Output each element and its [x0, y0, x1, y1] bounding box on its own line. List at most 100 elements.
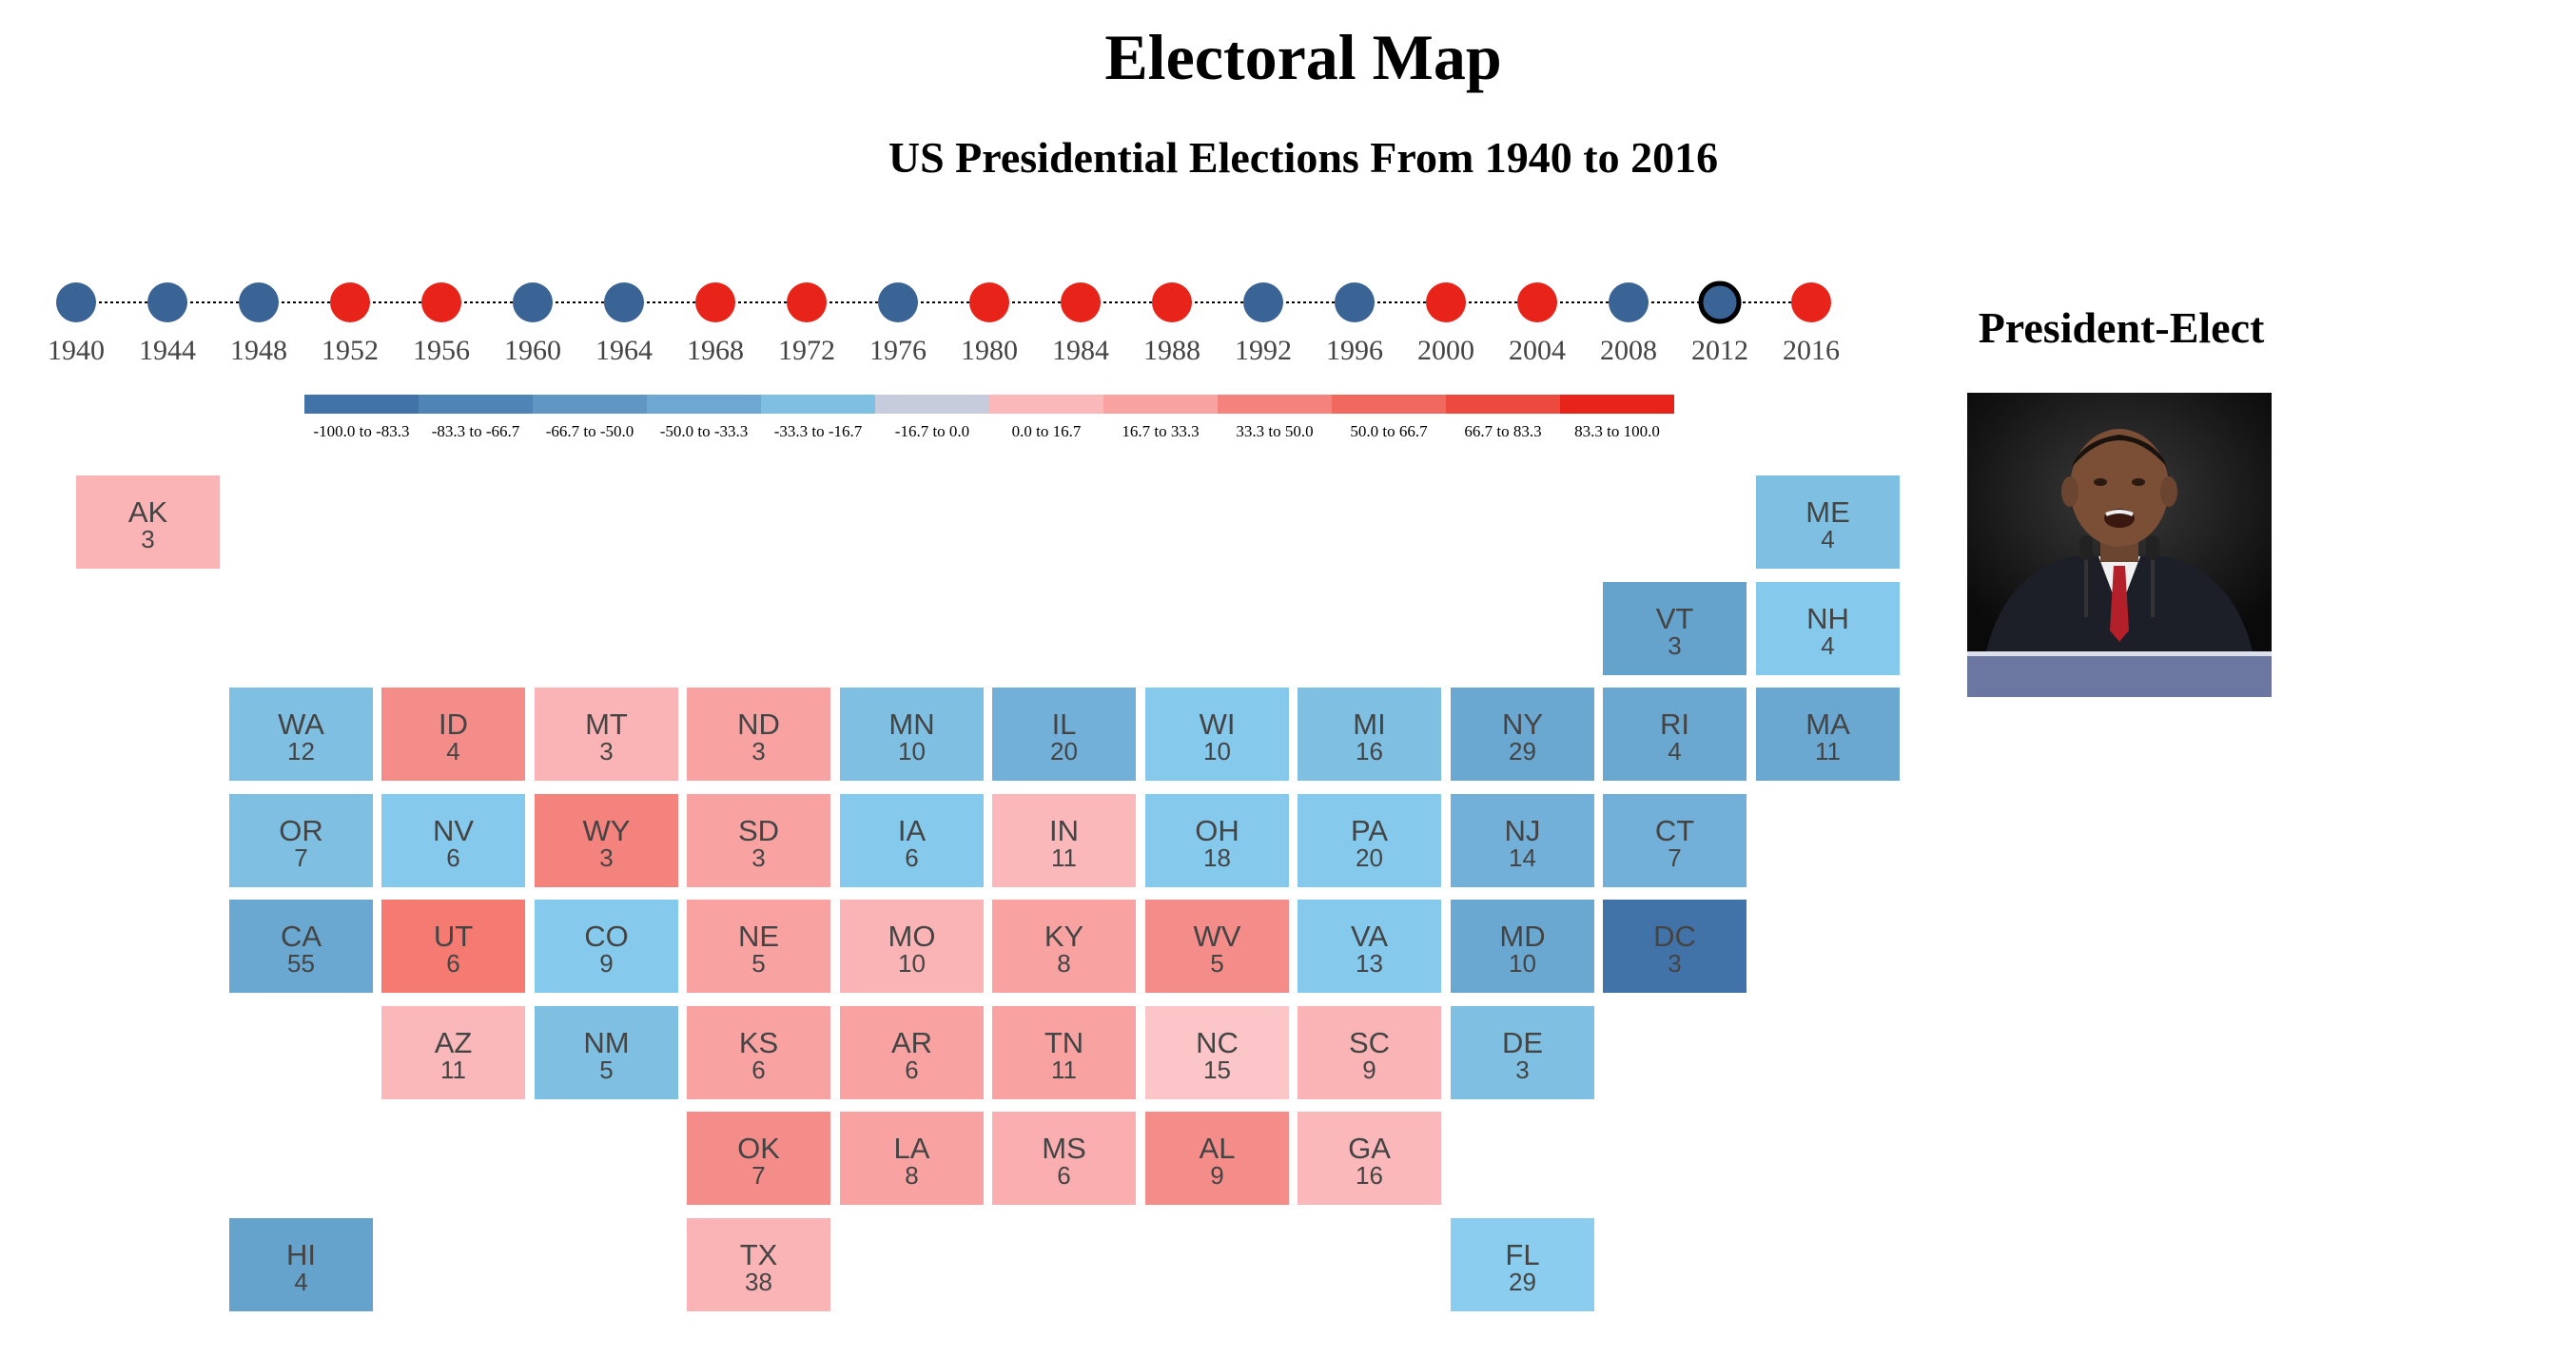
state-tile-ri[interactable]: RI 4 — [1603, 688, 1747, 781]
state-tile-wa[interactable]: WA 12 — [229, 688, 373, 781]
year-dot-1940[interactable] — [56, 282, 96, 322]
state-tile-co[interactable]: CO 9 — [535, 900, 678, 993]
year-dot-1980[interactable] — [969, 282, 1009, 322]
state-electoral-votes: 4 — [1668, 737, 1682, 766]
state-abbr: WY — [582, 814, 631, 847]
year-label-1952[interactable]: 1952 — [322, 335, 379, 366]
state-tile-va[interactable]: VA 13 — [1298, 900, 1441, 993]
state-tile-in[interactable]: IN 11 — [992, 794, 1136, 887]
year-label-2000[interactable]: 2000 — [1417, 335, 1474, 366]
year-dot-1944[interactable] — [147, 282, 187, 322]
state-tile-dc[interactable]: DC 3 — [1603, 900, 1747, 993]
year-label-1964[interactable]: 1964 — [595, 335, 653, 366]
year-dot-1976[interactable] — [878, 282, 918, 322]
state-tile-nc[interactable]: NC 15 — [1145, 1006, 1289, 1099]
state-tile-nm[interactable]: NM 5 — [535, 1006, 678, 1099]
year-dot-1988[interactable] — [1152, 282, 1192, 322]
state-tile-pa[interactable]: PA 20 — [1298, 794, 1441, 887]
state-tile-ky[interactable]: KY 8 — [992, 900, 1136, 993]
year-dot-2016[interactable] — [1791, 282, 1831, 322]
year-label-1992[interactable]: 1992 — [1235, 335, 1292, 366]
state-tile-ca[interactable]: CA 55 — [229, 900, 373, 993]
state-abbr: MA — [1805, 708, 1850, 741]
year-dot-1952[interactable] — [330, 282, 370, 322]
state-tile-oh[interactable]: OH 18 — [1145, 794, 1289, 887]
state-tile-nd[interactable]: ND 3 — [687, 688, 830, 781]
state-tile-nv[interactable]: NV 6 — [381, 794, 525, 887]
year-label-2004[interactable]: 2004 — [1509, 335, 1566, 366]
state-tile-az[interactable]: AZ 11 — [381, 1006, 525, 1099]
state-tile-ms[interactable]: MS 6 — [992, 1112, 1136, 1205]
state-tile-mn[interactable]: MN 10 — [840, 688, 984, 781]
state-tile-wi[interactable]: WI 10 — [1145, 688, 1289, 781]
state-tile-ar[interactable]: AR 6 — [840, 1006, 984, 1099]
state-tile-ut[interactable]: UT 6 — [381, 900, 525, 993]
state-electoral-votes: 11 — [1815, 737, 1841, 766]
year-dot-1964[interactable] — [604, 282, 644, 322]
year-dot-1948[interactable] — [239, 282, 279, 322]
state-tile-ia[interactable]: IA 6 — [840, 794, 984, 887]
state-tile-al[interactable]: AL 9 — [1145, 1112, 1289, 1205]
year-dot-1968[interactable] — [695, 282, 735, 322]
year-label-1976[interactable]: 1976 — [869, 335, 927, 366]
state-tile-ne[interactable]: NE 5 — [687, 900, 830, 993]
year-label-1984[interactable]: 1984 — [1052, 335, 1109, 366]
year-dot-1984[interactable] — [1061, 282, 1101, 322]
state-tile-fl[interactable]: FL 29 — [1451, 1218, 1594, 1311]
state-tile-ok[interactable]: OK 7 — [687, 1112, 830, 1205]
year-dot-2004[interactable] — [1517, 282, 1557, 322]
year-label-1972[interactable]: 1972 — [778, 335, 835, 366]
state-tile-wv[interactable]: WV 5 — [1145, 900, 1289, 993]
year-dot-1992[interactable] — [1243, 282, 1283, 322]
state-tile-tx[interactable]: TX 38 — [687, 1218, 830, 1311]
state-electoral-votes: 11 — [1051, 1056, 1077, 1084]
state-tile-nj[interactable]: NJ 14 — [1451, 794, 1594, 887]
year-label-1956[interactable]: 1956 — [413, 335, 470, 366]
state-tile-ga[interactable]: GA 16 — [1298, 1112, 1441, 1205]
year-label-2008[interactable]: 2008 — [1600, 335, 1657, 366]
state-tile-mt[interactable]: MT 3 — [535, 688, 678, 781]
state-abbr: NJ — [1504, 814, 1541, 847]
legend-swatch — [1218, 395, 1332, 414]
year-label-2016[interactable]: 2016 — [1783, 335, 1840, 366]
state-tile-ny[interactable]: NY 29 — [1451, 688, 1594, 781]
state-tile-ks[interactable]: KS 6 — [687, 1006, 830, 1099]
state-tile-me[interactable]: ME 4 — [1756, 475, 1900, 569]
state-tile-sd[interactable]: SD 3 — [687, 794, 830, 887]
state-tile-wy[interactable]: WY 3 — [535, 794, 678, 887]
year-label-1988[interactable]: 1988 — [1143, 335, 1200, 366]
state-tile-mi[interactable]: MI 16 — [1298, 688, 1441, 781]
year-dot-1996[interactable] — [1335, 282, 1375, 322]
year-dot-1956[interactable] — [421, 282, 461, 322]
year-label-1948[interactable]: 1948 — [230, 335, 287, 366]
state-tile-sc[interactable]: SC 9 — [1298, 1006, 1441, 1099]
year-label-1968[interactable]: 1968 — [687, 335, 744, 366]
state-tile-vt[interactable]: VT 3 — [1603, 582, 1747, 675]
year-label-2012[interactable]: 2012 — [1691, 335, 1748, 366]
year-label-1960[interactable]: 1960 — [504, 335, 561, 366]
state-tile-nh[interactable]: NH 4 — [1756, 582, 1900, 675]
year-dot-1960[interactable] — [513, 282, 553, 322]
state-tile-ma[interactable]: MA 11 — [1756, 688, 1900, 781]
state-tile-or[interactable]: OR 7 — [229, 794, 373, 887]
state-tile-il[interactable]: IL 20 — [992, 688, 1136, 781]
state-tile-ak[interactable]: AK 3 — [76, 475, 220, 569]
year-dot-2000[interactable] — [1426, 282, 1466, 322]
year-dot-2012[interactable] — [1698, 281, 1742, 324]
year-label-1996[interactable]: 1996 — [1326, 335, 1383, 366]
state-tile-la[interactable]: LA 8 — [840, 1112, 984, 1205]
state-tile-tn[interactable]: TN 11 — [992, 1006, 1136, 1099]
state-tile-md[interactable]: MD 10 — [1451, 900, 1594, 993]
year-label-1940[interactable]: 1940 — [48, 335, 105, 366]
state-electoral-votes: 7 — [751, 1161, 766, 1190]
state-tile-ct[interactable]: CT 7 — [1603, 794, 1747, 887]
year-dot-2008[interactable] — [1609, 282, 1649, 322]
year-dot-1972[interactable] — [787, 282, 827, 322]
year-label-1980[interactable]: 1980 — [961, 335, 1018, 366]
legend-swatch — [304, 395, 419, 414]
state-tile-mo[interactable]: MO 10 — [840, 900, 984, 993]
year-label-1944[interactable]: 1944 — [139, 335, 196, 366]
state-tile-hi[interactable]: HI 4 — [229, 1218, 373, 1311]
state-tile-id[interactable]: ID 4 — [381, 688, 525, 781]
state-tile-de[interactable]: DE 3 — [1451, 1006, 1594, 1099]
